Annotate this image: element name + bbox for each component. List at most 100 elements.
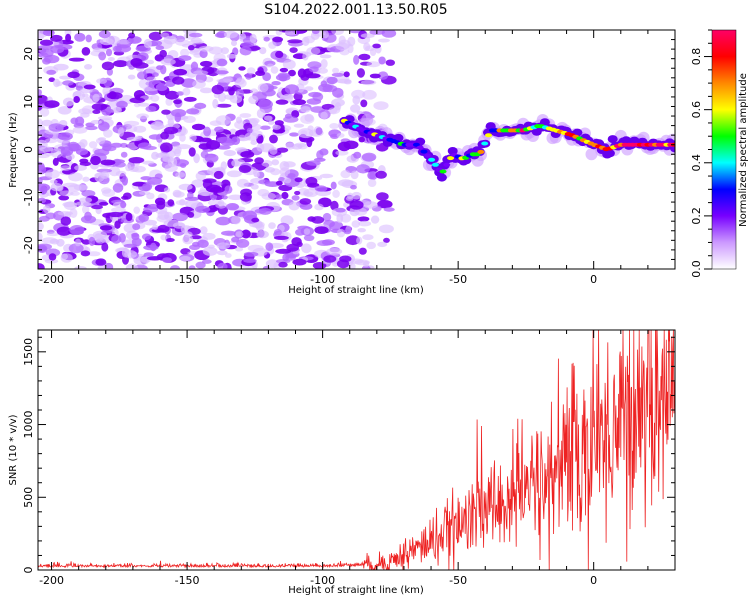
noise-blob	[163, 219, 180, 227]
noise-blob	[142, 160, 155, 165]
noise-blob	[272, 36, 284, 43]
noise-blob	[128, 32, 136, 39]
noise-blob	[160, 234, 167, 241]
noise-blob	[254, 157, 264, 165]
noise-blob	[163, 35, 178, 45]
noise-blob	[74, 266, 87, 269]
noise-blob	[231, 215, 241, 225]
noise-blob	[264, 115, 273, 121]
noise-blob	[356, 164, 370, 174]
noise-blob	[113, 60, 128, 68]
ridge-mid	[447, 147, 458, 155]
noise-blob	[300, 74, 310, 81]
noise-blob	[326, 76, 338, 85]
noise-blob	[269, 146, 278, 155]
noise-blob	[60, 165, 72, 172]
noise-blob	[40, 48, 54, 58]
noise-blob	[161, 109, 171, 115]
noise-blob	[186, 108, 200, 115]
noise-blob	[280, 215, 294, 226]
noise-blob	[174, 148, 181, 157]
noise-blob	[138, 213, 149, 222]
noise-blob	[60, 216, 72, 226]
noise-blob	[38, 165, 47, 175]
noise-blob	[101, 189, 116, 197]
noise-blob	[339, 255, 352, 263]
noise-blob	[256, 143, 265, 152]
noise-blob	[302, 52, 309, 61]
noise-blob	[72, 126, 88, 134]
ridge-halo	[585, 148, 598, 161]
noise-blob	[294, 190, 301, 196]
noise-blob	[164, 126, 179, 135]
noise-blob	[241, 229, 251, 239]
noise-blob	[221, 230, 237, 236]
noise-blob	[202, 232, 216, 240]
noise-blob	[363, 201, 378, 209]
noise-blob	[182, 87, 191, 96]
noise-blob	[239, 192, 252, 202]
noise-blob	[98, 201, 109, 206]
noise-blob	[62, 80, 74, 86]
noise-blob	[215, 70, 229, 75]
noise-blob	[136, 113, 149, 120]
noise-blob	[146, 256, 163, 261]
noise-blob	[189, 134, 197, 142]
noise-blob	[67, 71, 80, 79]
noise-blob	[178, 183, 193, 191]
noise-blob	[281, 191, 289, 200]
noise-blob	[60, 146, 74, 156]
noise-blob	[48, 77, 56, 82]
noise-blob	[98, 30, 111, 39]
ridge-core	[485, 133, 492, 138]
noise-blob	[337, 141, 351, 152]
noise-blob	[320, 59, 328, 69]
noise-blob	[68, 172, 83, 182]
noise-blob	[68, 57, 85, 62]
noise-blob	[369, 48, 377, 56]
noise-blob	[372, 43, 381, 49]
ridge-mid	[436, 173, 447, 182]
colorbar: 0.0 0.2 0.4 0.6 0.8 Normalized spectral ampl…	[690, 29, 749, 278]
noise-blob	[261, 160, 273, 167]
noise-blob	[74, 164, 87, 171]
noise-blob	[339, 48, 350, 56]
noise-blob	[202, 246, 218, 256]
noise-blob	[111, 234, 122, 244]
noise-blob	[224, 185, 233, 194]
noise-blob	[216, 250, 228, 256]
noise-blob	[163, 187, 171, 193]
noise-blob	[178, 55, 192, 61]
noise-blob	[277, 72, 290, 79]
noise-blob	[173, 68, 188, 76]
noise-blob	[358, 220, 372, 227]
noise-blob	[305, 176, 318, 186]
noise-blob	[150, 121, 164, 131]
colorbar-ticks: 0.0 0.2 0.4 0.6 0.8	[690, 29, 737, 278]
x-tick-label: -150	[175, 273, 200, 286]
noise-blob	[191, 179, 205, 188]
noise-blob	[378, 224, 394, 234]
noise-blob	[336, 133, 345, 138]
noise-blob	[299, 202, 313, 210]
noise-blob	[69, 208, 78, 218]
noise-blob	[316, 240, 333, 246]
noise-blob	[287, 173, 296, 178]
noise-blob	[48, 253, 57, 261]
noise-blob	[53, 63, 69, 71]
noise-blob	[180, 163, 187, 168]
noise-blob	[155, 83, 168, 92]
noise-blob	[216, 103, 232, 108]
y-tick-label: -10	[22, 188, 35, 206]
noise-blob	[103, 129, 113, 138]
snr-background	[38, 330, 675, 570]
noise-blob	[255, 70, 266, 76]
noise-blob	[274, 120, 284, 126]
noise-blob	[160, 58, 176, 66]
noise-blob	[288, 69, 296, 77]
noise-blob	[360, 33, 375, 39]
noise-blob	[357, 228, 367, 233]
noise-blob	[288, 201, 300, 211]
ridge-mid	[604, 149, 615, 158]
noise-blob	[245, 72, 253, 80]
